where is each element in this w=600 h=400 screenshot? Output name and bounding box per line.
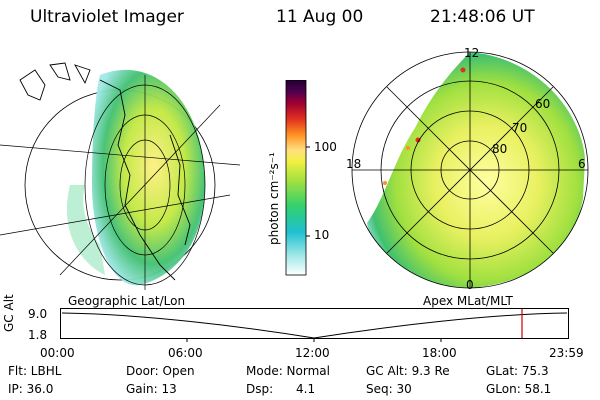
- mlt-label-0: 0: [466, 278, 474, 292]
- info-glat: GLat: 75.3: [486, 364, 549, 378]
- info-dsp: Dsp: 4.1: [246, 382, 316, 396]
- info-mode: Mode: Normal: [246, 364, 330, 378]
- colorbar-tick-100: 100: [314, 140, 337, 154]
- geographic-caption: Geographic Lat/Lon: [68, 294, 186, 308]
- info-gain: Gain: 13: [126, 382, 177, 396]
- lat-label-60: 60: [535, 97, 551, 111]
- xtick-0600: 06:00: [168, 346, 203, 360]
- apex-caption: Apex MLat/MLT: [423, 294, 513, 308]
- altitude-ytick-top: 9.0: [28, 307, 48, 321]
- xtick-0000: 00:00: [40, 346, 75, 360]
- lat-label-70: 70: [512, 121, 528, 135]
- mlt-label-18: 18: [346, 157, 362, 171]
- altitude-ytick-bottom: 1.8: [28, 328, 48, 342]
- geographic-image: [0, 62, 241, 290]
- altitude-ylabel: GC Alt: [2, 294, 16, 332]
- xtick-1800: 18:00: [422, 346, 457, 360]
- colorbar-unit-label: photon cm⁻²s⁻¹: [267, 152, 281, 245]
- info-ip: IP: 36.0: [8, 382, 54, 396]
- mlt-label-12: 12: [464, 46, 480, 60]
- date-label: 11 Aug 00: [276, 7, 364, 27]
- mlt-label-6: 6: [578, 157, 586, 171]
- colorbar-tick-10: 10: [314, 228, 330, 242]
- info-glon: GLon: 58.1: [486, 382, 552, 396]
- xtick-1200: 12:00: [295, 346, 330, 360]
- colorbar: [285, 80, 310, 276]
- lat-label-80: 80: [492, 142, 508, 156]
- info-door: Door: Open: [126, 364, 195, 378]
- instrument-title: Ultraviolet Imager: [30, 7, 184, 27]
- altitude-plot: [60, 308, 569, 342]
- polar-plot: [351, 51, 589, 289]
- info-seq: Seq: 30: [366, 382, 412, 396]
- info-flt: Flt: LBHL: [8, 364, 62, 378]
- time-label: 21:48:06 UT: [430, 7, 535, 27]
- xtick-2359: 23:59: [549, 346, 584, 360]
- info-gc-alt: GC Alt: 9.3 Re: [366, 364, 450, 378]
